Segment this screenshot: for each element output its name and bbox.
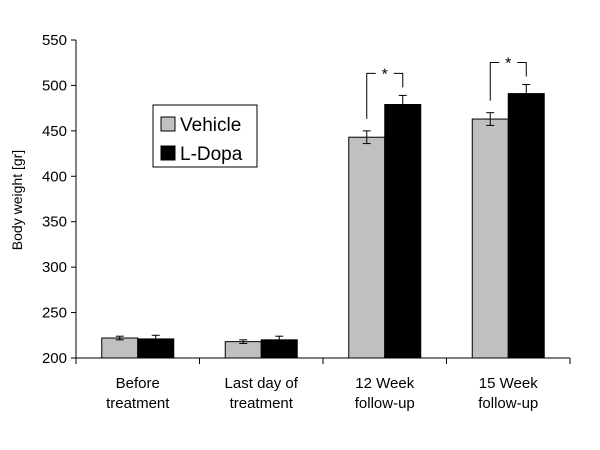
legend-label: Vehicle (180, 115, 241, 136)
y-axis: 200 250 300 350 400 450 500 550 (42, 32, 77, 367)
x-tick-label: Last day of treatment (225, 375, 299, 412)
bar-vehicle (348, 136, 386, 359)
bars (101, 93, 545, 359)
y-tick-label: 550 (42, 32, 67, 49)
bar-vehicle (224, 341, 262, 359)
y-axis-label: Body weight [gr] (9, 150, 25, 250)
significance-annotations: ** (366, 56, 527, 119)
significance-star: * (505, 56, 511, 73)
bar-l-dopa (384, 104, 422, 359)
legend-label: L-Dopa (180, 144, 243, 165)
y-tick-label: 400 (42, 168, 67, 185)
y-tick-label: 450 (42, 123, 67, 140)
legend-swatch (160, 116, 176, 132)
y-tick-label: 200 (42, 350, 67, 367)
significance-bracket-right (517, 62, 527, 77)
significance-star: * (382, 66, 388, 83)
x-tick-label: Before treatment (106, 375, 170, 412)
legend-swatch (160, 145, 176, 161)
legend: Vehicle L-Dopa (152, 104, 258, 168)
significance-bracket-left (366, 72, 376, 119)
y-tick-label: 350 (42, 214, 67, 231)
significance-bracket-right (393, 72, 404, 88)
bar-vehicle (471, 118, 509, 359)
error-bars (115, 84, 531, 344)
x-axis: Before treatment Last day of treatment 12 We… (75, 357, 571, 412)
y-tick-label: 300 (42, 259, 67, 276)
y-tick-label: 250 (42, 305, 67, 322)
significance-bracket-left (489, 62, 500, 101)
x-tick-label: 15 Week follow-up (478, 375, 538, 412)
y-tick-label: 500 (42, 77, 67, 94)
bar-l-dopa (507, 93, 545, 359)
bar-vehicle (101, 337, 139, 359)
x-tick-label: 12 Week follow-up (355, 375, 415, 412)
